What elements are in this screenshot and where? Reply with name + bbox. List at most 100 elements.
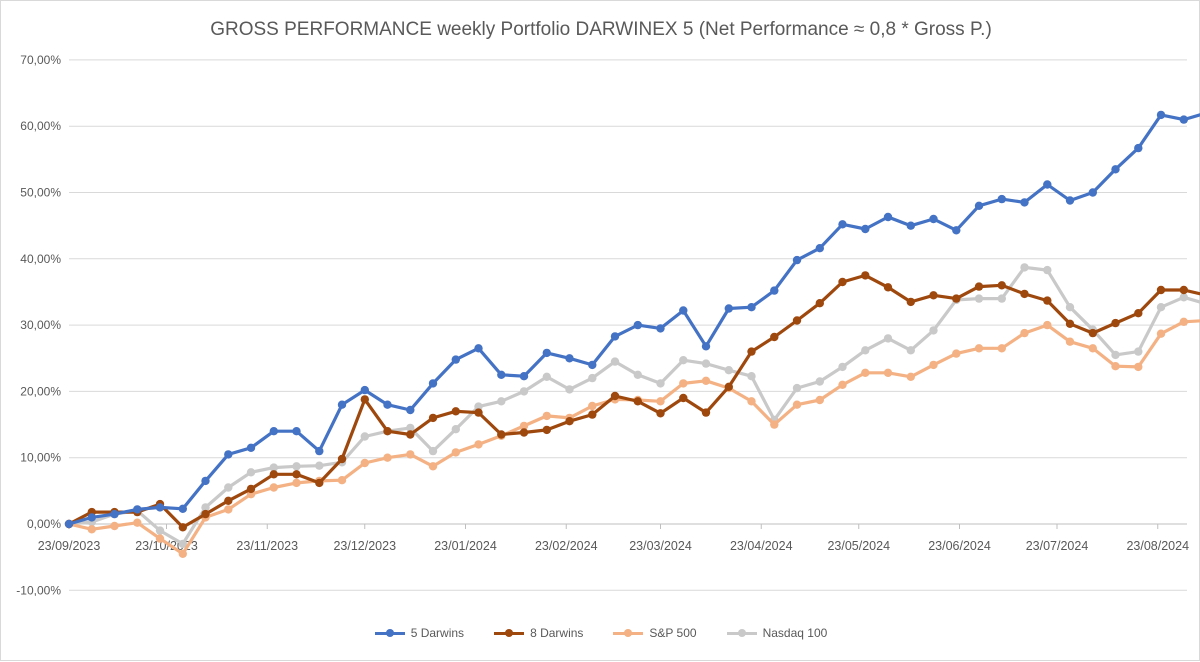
data-point — [406, 430, 415, 439]
data-point — [474, 440, 483, 449]
x-tick-label: 23/06/2024 — [928, 539, 991, 553]
data-point — [542, 411, 551, 421]
data-point — [1134, 143, 1143, 153]
data-point — [770, 420, 779, 429]
data-point — [838, 277, 847, 287]
data-point — [337, 476, 347, 485]
data-point — [883, 283, 893, 292]
data-point — [1111, 165, 1120, 174]
series-nasdaq-100 — [64, 263, 1200, 549]
y-tick-label: 60,00% — [20, 119, 61, 133]
data-point — [519, 421, 529, 431]
data-point — [519, 372, 529, 381]
legend-label: S&P 500 — [649, 626, 697, 640]
data-point — [224, 450, 233, 459]
data-point — [861, 368, 870, 377]
data-point — [360, 432, 369, 441]
series-s-p-500 — [64, 317, 1200, 558]
legend-swatch — [494, 628, 525, 638]
legend-item: Nasdaq 100 — [726, 626, 827, 640]
data-point — [269, 427, 278, 436]
data-point — [497, 430, 506, 439]
legend-swatch — [613, 628, 644, 638]
data-point — [201, 509, 210, 519]
data-point — [474, 408, 483, 417]
y-tick-label: 20,00% — [20, 384, 61, 398]
data-point — [610, 391, 620, 401]
data-point — [1043, 320, 1052, 330]
data-point — [815, 299, 824, 308]
data-point — [815, 395, 824, 405]
data-point — [269, 483, 278, 492]
data-point — [315, 461, 324, 470]
data-point — [997, 281, 1006, 290]
data-point — [451, 355, 460, 364]
legend-label: 5 Darwins — [410, 626, 465, 640]
data-point — [155, 534, 165, 543]
data-point — [861, 346, 870, 355]
data-point — [1043, 180, 1052, 189]
data-point — [1043, 265, 1052, 275]
data-point — [315, 446, 324, 456]
data-point — [178, 504, 187, 513]
data-point — [565, 385, 574, 394]
y-axis-ticks: -10,00% 0,00% 10,00% 20,00% 30,00% 40,00% 50,0… — [16, 53, 61, 597]
data-point — [383, 400, 392, 409]
data-point — [929, 360, 938, 370]
data-point — [997, 344, 1006, 353]
data-point — [588, 373, 597, 383]
data-point — [497, 370, 506, 379]
data-point — [337, 454, 347, 464]
data-point — [906, 346, 915, 355]
data-point — [1020, 198, 1029, 207]
series-8-darwins — [64, 271, 1200, 532]
series-line — [67, 113, 1200, 526]
data-point — [656, 409, 665, 418]
data-point — [246, 484, 256, 494]
data-point — [724, 304, 733, 313]
data-point — [1156, 285, 1166, 295]
data-point — [246, 468, 256, 477]
data-point — [1088, 328, 1098, 338]
data-point — [1179, 115, 1189, 124]
data-point — [428, 462, 438, 471]
data-point — [360, 395, 369, 404]
gridlines — [69, 59, 1187, 591]
data-point — [588, 360, 597, 370]
data-point — [1111, 362, 1120, 371]
data-point — [1088, 188, 1098, 197]
y-tick-label: 0,00% — [27, 517, 61, 531]
x-tick-label: 23/02/2024 — [535, 539, 598, 553]
data-point — [1065, 303, 1075, 312]
data-point — [474, 402, 483, 411]
data-point — [815, 244, 824, 253]
data-point — [1065, 337, 1075, 346]
data-point — [178, 523, 187, 532]
data-point — [792, 316, 802, 325]
data-point — [883, 334, 893, 343]
data-point — [428, 446, 438, 456]
data-point — [747, 303, 756, 312]
data-point — [1179, 293, 1189, 302]
legend-item: 8 Darwins — [494, 626, 583, 640]
data-point — [656, 379, 665, 388]
data-point — [679, 356, 688, 365]
data-point — [747, 372, 756, 381]
y-tick-label: -10,00% — [16, 583, 61, 597]
y-tick-label: 40,00% — [20, 252, 61, 266]
data-point — [201, 476, 210, 486]
data-point — [110, 509, 119, 519]
data-point — [360, 458, 369, 468]
data-point — [519, 387, 529, 396]
data-point — [178, 549, 187, 558]
data-point — [542, 425, 551, 435]
data-point — [406, 423, 415, 433]
data-point — [1156, 303, 1166, 312]
data-point — [337, 400, 347, 409]
data-point — [997, 194, 1006, 204]
data-point — [588, 401, 597, 411]
data-point — [178, 539, 187, 549]
data-point — [1020, 328, 1029, 338]
data-point — [906, 297, 915, 307]
